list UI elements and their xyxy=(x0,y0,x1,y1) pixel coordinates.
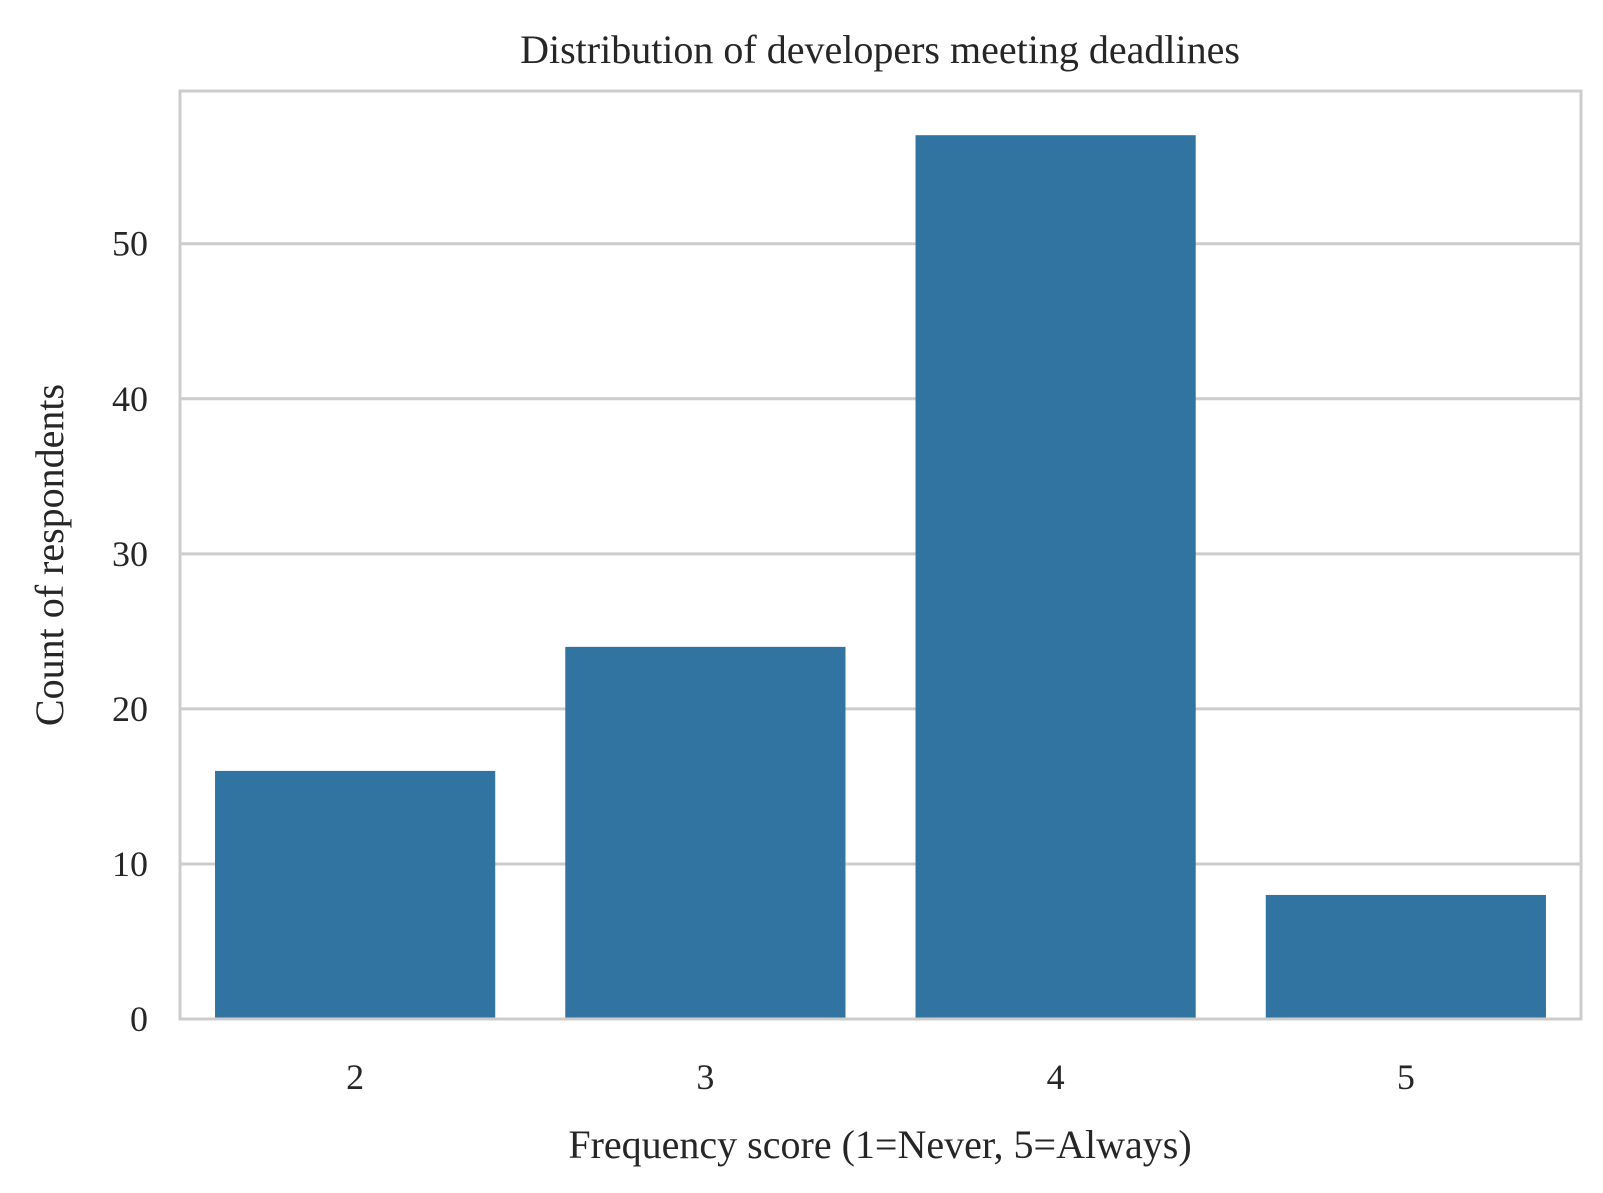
x-tick-labels: 2 3 4 5 xyxy=(346,1057,1415,1097)
x-tick-label: 5 xyxy=(1397,1057,1415,1097)
x-tick-label: 4 xyxy=(1047,1057,1065,1097)
x-tick-label: 2 xyxy=(346,1057,364,1097)
bar-2 xyxy=(215,770,496,1019)
y-tick-label: 50 xyxy=(112,224,148,264)
y-tick-label: 20 xyxy=(112,689,148,729)
y-tick-label: 40 xyxy=(112,379,148,419)
plot-frame xyxy=(178,89,1583,1021)
bar-3 xyxy=(565,646,846,1019)
y-tick-labels: 0 10 20 30 40 50 xyxy=(112,224,148,1039)
y-tick-label: 30 xyxy=(112,534,148,574)
bar-4 xyxy=(915,135,1196,1019)
gridlines xyxy=(180,242,1581,866)
x-axis-label: Frequency score (1=Never, 5=Always) xyxy=(568,1122,1191,1167)
bars xyxy=(215,135,1546,1019)
y-tick-label: 0 xyxy=(130,999,148,1039)
y-axis-label: Count of respondents xyxy=(27,384,72,726)
chart-title: Distribution of developers meeting deadl… xyxy=(520,27,1240,72)
x-tick-label: 3 xyxy=(696,1057,714,1097)
bar-5 xyxy=(1265,894,1546,1019)
y-tick-label: 10 xyxy=(112,844,148,884)
